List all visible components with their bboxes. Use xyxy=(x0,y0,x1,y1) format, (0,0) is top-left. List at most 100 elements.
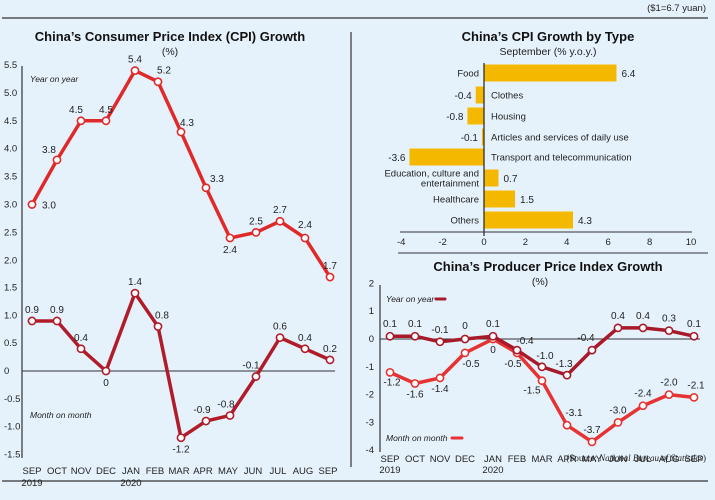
bar-education-culture-and-entertainment xyxy=(484,169,499,187)
ppi-mom-data-label: -1.6 xyxy=(406,389,424,400)
ppi-mom-point xyxy=(562,420,572,430)
ppi-ytick: -1 xyxy=(366,362,374,373)
cpi-mom-data-label: -1.2 xyxy=(172,445,190,456)
ppi-yoy-data-label: -1.0 xyxy=(536,351,554,362)
cpi-yoy-data-label: 2.5 xyxy=(249,216,263,227)
cpi-xtick: MAR xyxy=(168,466,189,477)
ppi-mom-point xyxy=(613,417,623,427)
cpi-mom-ytick: 0 xyxy=(4,366,9,377)
cpi-xtick: FEB xyxy=(146,466,164,477)
ppi-mom-point xyxy=(638,401,648,411)
ppi-xtick: SEP xyxy=(380,454,399,465)
cpi-xtick-year: 2019 xyxy=(21,478,42,489)
cpi-chart-title: China’s Consumer Price Index (CPI) Growt… xyxy=(35,29,305,44)
cpi-mom-point xyxy=(251,372,261,381)
bar-xtick: 2 xyxy=(523,237,528,248)
cpi-yoy-data-label: 4.3 xyxy=(180,118,194,129)
ppi-yoy-point xyxy=(664,326,674,336)
ppi-mom-data-label: -1.4 xyxy=(431,384,449,395)
ppi-yoy-data-label: -0.4 xyxy=(516,336,534,347)
cpi-mom-point xyxy=(52,316,62,326)
cpi-yoy-data-label: 2.7 xyxy=(273,205,287,216)
cpi-mom-data-label: 0.8 xyxy=(155,311,169,322)
bar-xtick: 10 xyxy=(686,237,697,248)
cpi-yoy-ytick: 3.0 xyxy=(4,200,17,211)
cpi-xtick: APR xyxy=(193,466,213,477)
ppi-yoy-point xyxy=(410,331,420,341)
cpi-yoy-point xyxy=(251,227,261,237)
bar-category-label: Food xyxy=(457,69,479,80)
cpi-mom-ytick: -1.0 xyxy=(4,422,20,433)
ppi-xtick-year: 2019 xyxy=(379,465,400,476)
ppi-xtick: OCT xyxy=(405,454,425,465)
bar-category-label: Others xyxy=(450,216,479,227)
ppi-yoy-point xyxy=(638,323,648,333)
cpi-mom-data-label: -0.9 xyxy=(193,405,211,416)
cpi-mom-data-label: 0.6 xyxy=(273,322,287,333)
cpi-yoy-ytick: 4.5 xyxy=(4,116,17,127)
cpi-yoy-point xyxy=(201,183,211,193)
ppi-ytick: -2 xyxy=(366,390,374,401)
bar-healthcare xyxy=(484,190,516,208)
ppi-xtick-year: 2020 xyxy=(482,465,503,476)
cpi-yoy-point xyxy=(27,200,37,209)
ppi-ytick: -4 xyxy=(366,445,374,456)
bar-xtick: -2 xyxy=(438,237,446,248)
ppi-yoy-data-label: -1.3 xyxy=(555,359,573,370)
ppi-yoy-data-label: -0.4 xyxy=(577,333,595,344)
cpi-mom-point xyxy=(153,322,163,331)
cpi-xtick: MAY xyxy=(218,466,239,477)
cpi-mom-point xyxy=(130,288,140,298)
cpi-yoy-data-label: 3.3 xyxy=(210,174,224,185)
ppi-mom-data-label: -0.5 xyxy=(504,359,522,370)
bar-chart-title: China’s CPI Growth by Type xyxy=(462,29,635,44)
ppi-xtick: SEP xyxy=(684,454,703,465)
cpi-mom-point xyxy=(76,344,86,354)
ppi-yoy-point xyxy=(512,345,522,355)
ppi-yoy-data-label: 0.1 xyxy=(408,319,422,330)
cpi-mom-data-label: 0.4 xyxy=(74,333,88,344)
cpi-xtick: DEC xyxy=(96,466,116,477)
ppi-mom-point xyxy=(587,437,597,447)
bar-category-label: Housing xyxy=(491,112,526,123)
cpi-yoy-data-label: 2.4 xyxy=(223,245,237,256)
cpi-mom-ytick: 0.5 xyxy=(4,338,17,349)
ppi-yoy-point xyxy=(488,331,498,341)
ppi-yoy-data-label: 0.1 xyxy=(687,319,701,330)
ppi-mom-data-label: -0.5 xyxy=(462,359,480,370)
cpi-yoy-point xyxy=(52,155,62,165)
ppi-ytick: -3 xyxy=(366,417,374,428)
bar-category-label: Transport and telecommunication xyxy=(491,153,632,164)
source-note: (Source: National Bureau of Statistics) xyxy=(566,453,706,463)
ppi-yoy-data-label: 0.3 xyxy=(662,314,676,325)
cpi-yoy-point xyxy=(225,233,235,243)
cpi-mom-ytick: 1.5 xyxy=(4,283,17,294)
cpi-xtick: OCT xyxy=(47,466,67,477)
cpi-xtick: SEP xyxy=(22,466,41,477)
ppi-yoy-data-label: 0.4 xyxy=(636,311,650,322)
ppi-yoy-point xyxy=(460,334,470,344)
ppi-mom-data-label: -1.2 xyxy=(383,377,401,388)
cpi-mom-data-label: 0 xyxy=(103,378,109,389)
cpi-yoy-ytick: 4.0 xyxy=(4,144,17,155)
ppi-xtick: NOV xyxy=(430,454,451,465)
cpi-mom-point xyxy=(27,316,37,326)
cpi-mom-data-label: 0.9 xyxy=(50,305,64,316)
bar-xtick: 8 xyxy=(647,237,652,248)
ppi-mom-point xyxy=(410,379,420,388)
cpi-xtick: NOV xyxy=(71,466,92,477)
cpi-yoy-data-label: 2.4 xyxy=(298,220,312,231)
cpi-mom-point xyxy=(225,411,235,420)
ppi-yoy-data-label: 0 xyxy=(462,321,468,332)
cpi-by-type-chart: China’s CPI Growth by Type September (% … xyxy=(384,29,696,248)
ppi-yoy-point xyxy=(537,362,547,372)
cpi-yoy-point xyxy=(153,77,163,87)
cpi-yoy-point xyxy=(130,66,140,75)
cpi-yoy-ytick: 2.5 xyxy=(4,227,17,238)
ppi-xtick: JUL xyxy=(635,454,652,465)
bar-category-label: Articles and services of daily use xyxy=(491,133,629,144)
cpi-yoy-ytick: 5.5 xyxy=(4,60,17,71)
ppi-yoy-legend: Year on year xyxy=(386,294,435,304)
ppi-yoy-data-label: -0.1 xyxy=(431,325,449,336)
